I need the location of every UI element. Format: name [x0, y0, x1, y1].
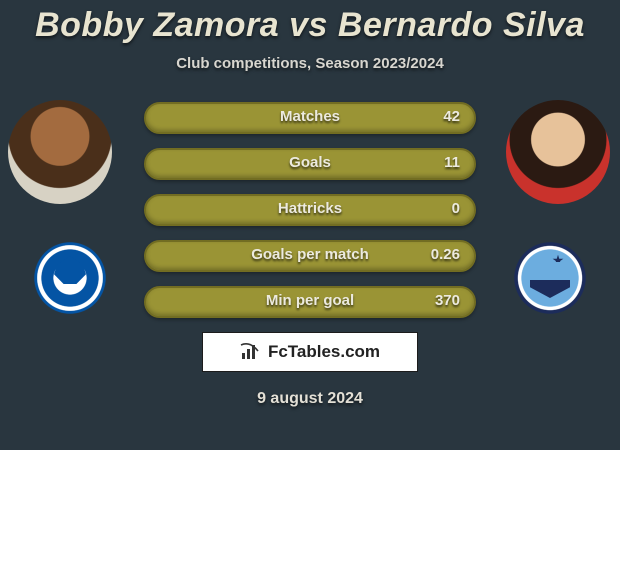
stat-value: 42 [443, 108, 460, 125]
content-area: Matches 42 Goals 11 Hattricks 0 Goals pe… [0, 102, 620, 408]
stat-label: Goals per match [146, 246, 474, 263]
source-logo: FcTables.com [202, 332, 418, 372]
comparison-title: Bobby Zamora vs Bernardo Silva [0, 6, 620, 45]
source-logo-text: FcTables.com [268, 342, 380, 362]
page-whitespace [0, 450, 620, 580]
stat-bar-gpm: Goals per match 0.26 [144, 240, 476, 272]
vs-label: vs [289, 6, 328, 44]
stat-bars: Matches 42 Goals 11 Hattricks 0 Goals pe… [144, 102, 476, 318]
stat-value: 0.26 [431, 246, 460, 263]
stat-bar-goals: Goals 11 [144, 148, 476, 180]
stat-label: Matches [146, 108, 474, 125]
bar-chart-icon [240, 343, 262, 361]
stat-value: 0 [452, 200, 460, 217]
stat-label: Min per goal [146, 292, 474, 309]
season-subtitle: Club competitions, Season 2023/2024 [0, 55, 620, 72]
player1-club-crest [20, 228, 120, 328]
stat-value: 11 [444, 154, 460, 171]
stat-bar-mpg: Min per goal 370 [144, 286, 476, 318]
stat-bar-matches: Matches 42 [144, 102, 476, 134]
player2-avatar [506, 100, 610, 204]
player1-avatar [8, 100, 112, 204]
stat-label: Hattricks [146, 200, 474, 217]
snapshot-date: 9 august 2024 [0, 390, 620, 408]
comparison-card: Bobby Zamora vs Bernardo Silva Club comp… [0, 0, 620, 450]
stat-value: 370 [435, 292, 460, 309]
player1-name: Bobby Zamora [35, 6, 279, 44]
player2-name: Bernardo Silva [338, 6, 585, 44]
player2-club-crest [500, 228, 600, 328]
stat-bar-hattricks: Hattricks 0 [144, 194, 476, 226]
stat-label: Goals [146, 154, 474, 171]
